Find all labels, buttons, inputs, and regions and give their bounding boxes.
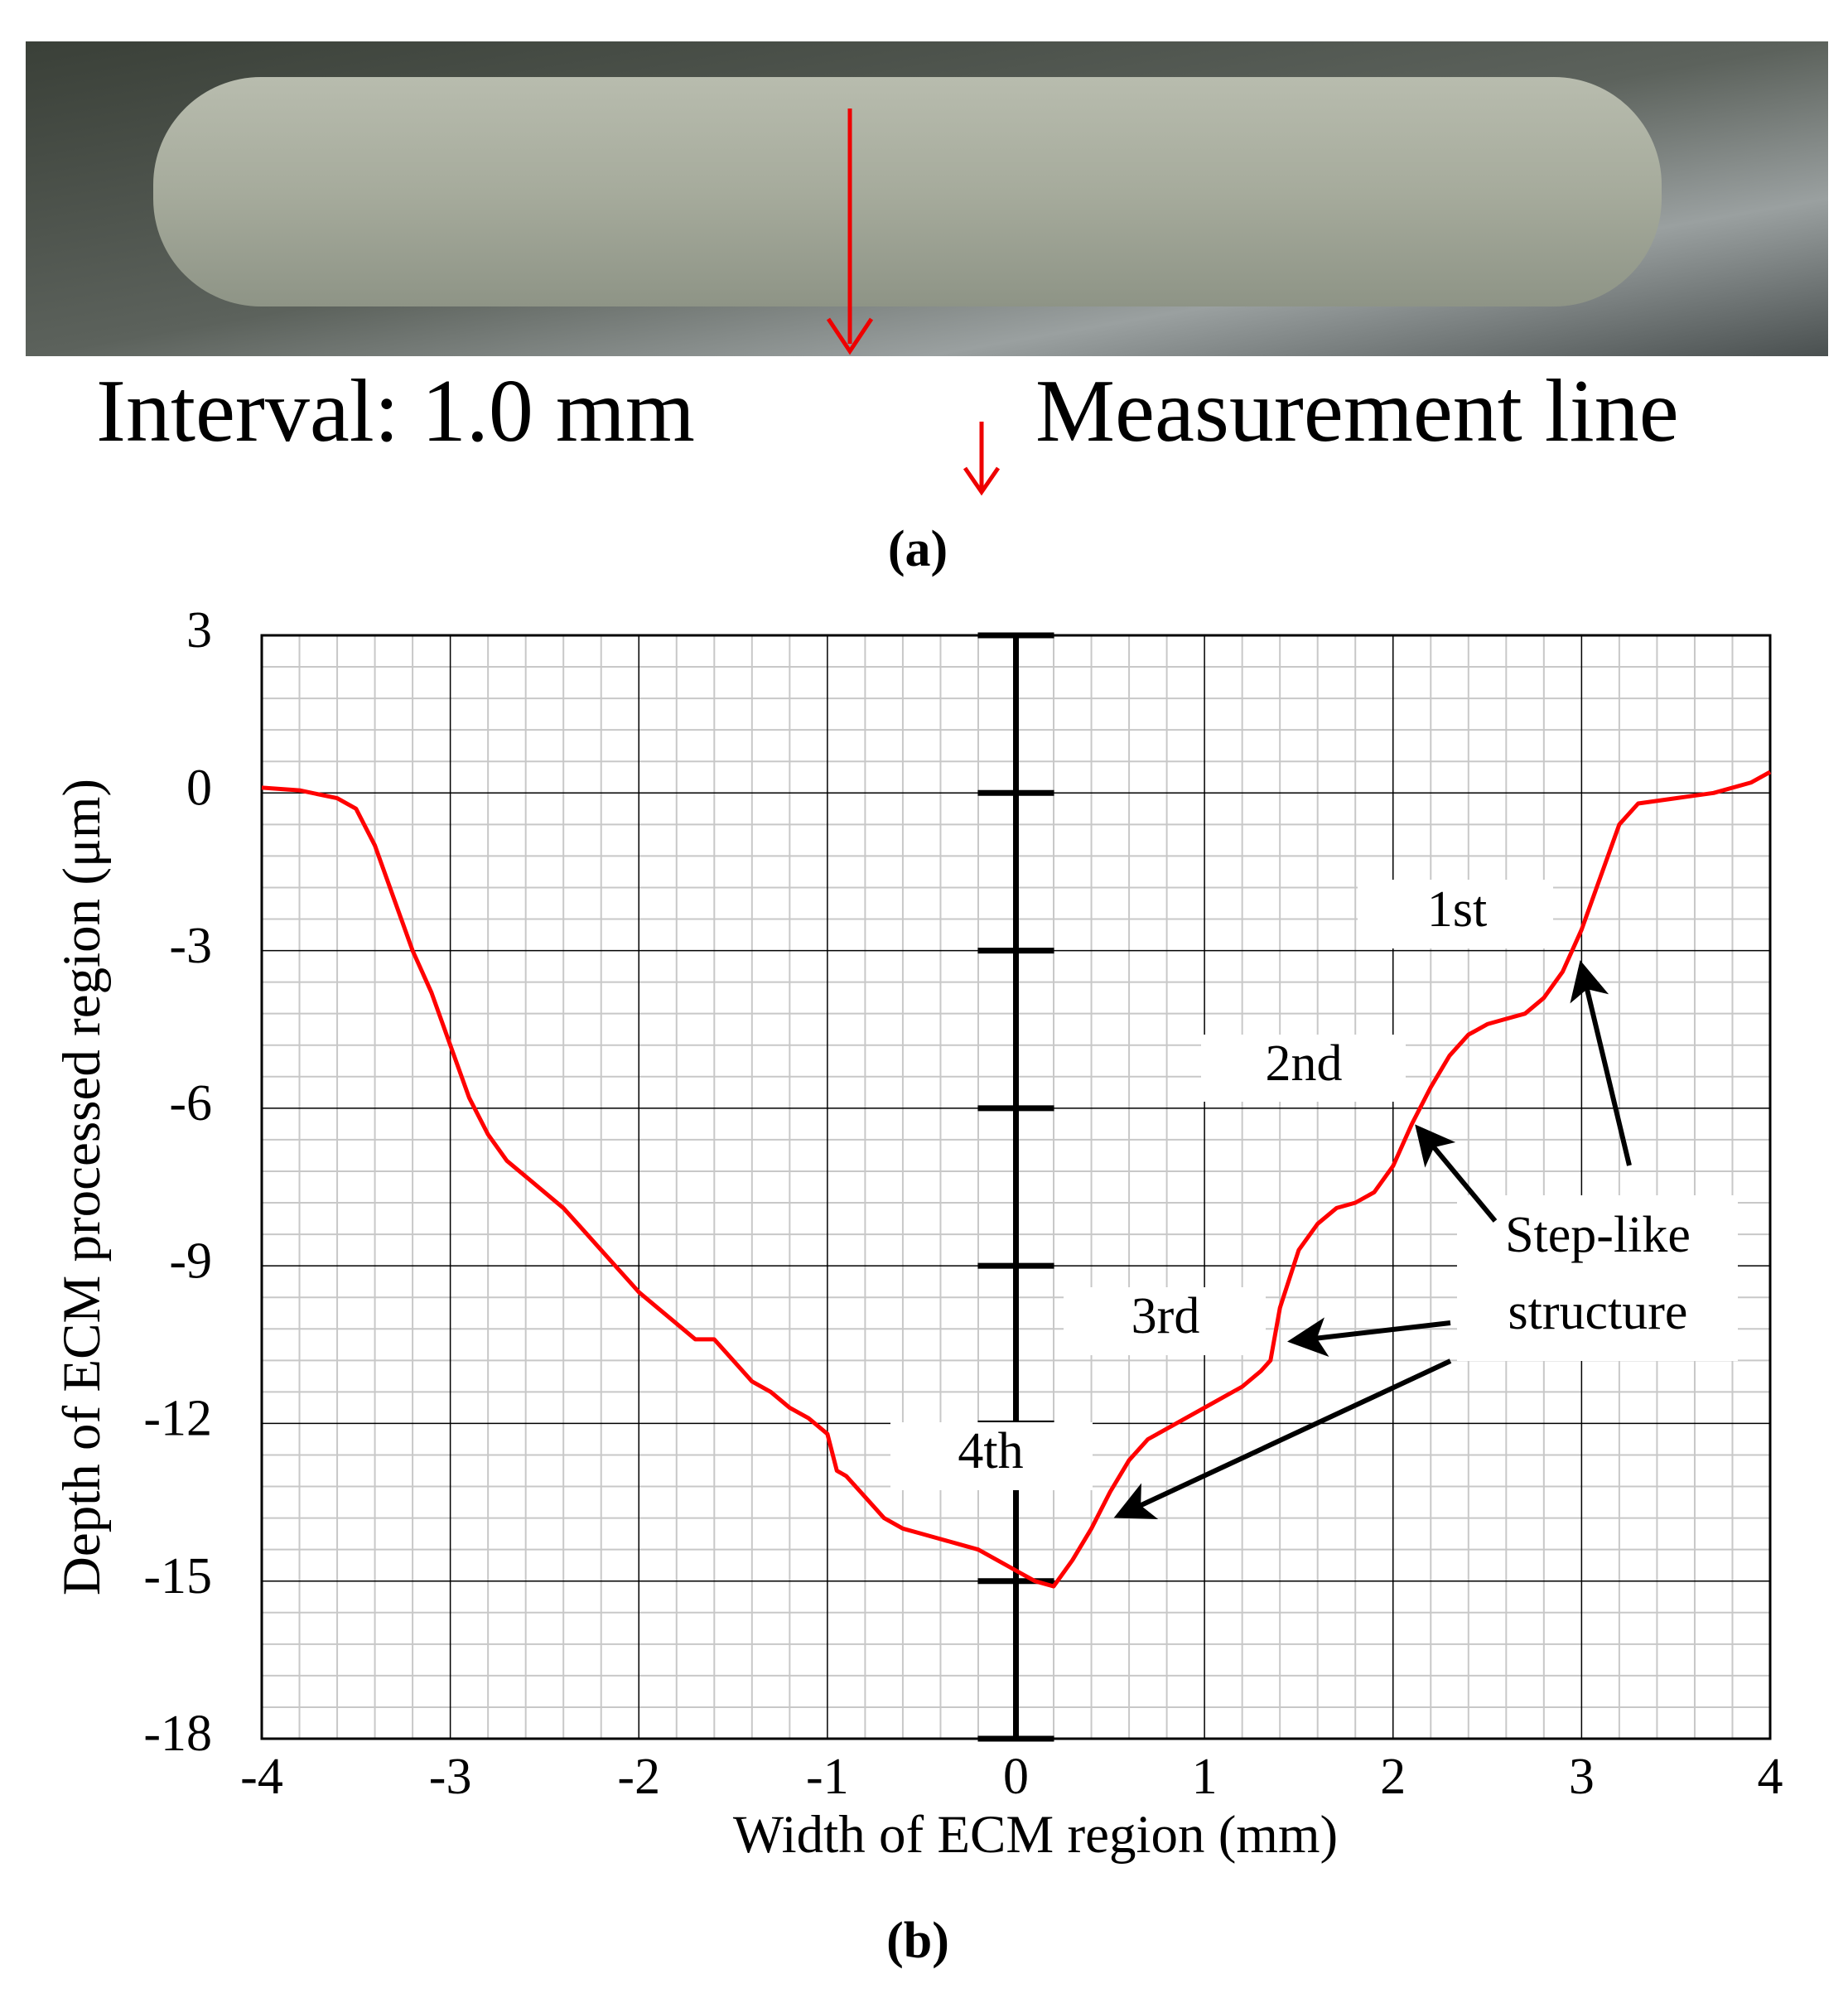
annotation-label: 2nd	[1266, 1035, 1343, 1092]
callout-arrow	[1287, 1317, 1451, 1358]
annotation-box	[890, 1422, 1093, 1490]
x-axis-title: Width of ECM region (mm)	[733, 1805, 1338, 1865]
legend-arrow-head	[963, 466, 1001, 496]
plot: -4 -3 -2 -1 0 1 2 3 4 -18 -15 -12 -9 -6 -3 0 3	[143, 602, 1783, 1805]
x-tick-label: 0	[1003, 1749, 1029, 1805]
x-tick-label: -2	[617, 1749, 660, 1805]
x-tick-label: 1	[1192, 1749, 1218, 1805]
y-tick-label: 3	[186, 602, 212, 659]
x-tick-label: 4	[1758, 1749, 1783, 1805]
y-axis-title: Depth of ECM processed region (μm)	[52, 779, 112, 1595]
callout-box	[1457, 1195, 1738, 1361]
y-tick-label: 0	[186, 760, 212, 817]
y-tick-label: -15	[143, 1548, 212, 1605]
caption-b: (b)	[886, 1913, 949, 1969]
annotation-box	[1064, 1287, 1266, 1355]
legend-label: Measurement line	[1035, 362, 1679, 461]
x-tick-label: 3	[1569, 1749, 1595, 1805]
annotation-label: 1st	[1427, 881, 1487, 938]
x-tick-label: -3	[429, 1749, 472, 1805]
y-tick-label: -18	[143, 1706, 212, 1762]
annotation-label: 4th	[958, 1423, 1023, 1479]
y-tick-label: -3	[169, 918, 212, 974]
annotation-label: 3rd	[1131, 1288, 1200, 1344]
callout-arrow	[1113, 1358, 1452, 1520]
y-tick-label: -12	[143, 1391, 212, 1447]
callout-arrow	[1570, 960, 1632, 1166]
x-tick-label: 2	[1380, 1749, 1406, 1805]
measurement-arrow-head	[826, 317, 874, 355]
caption-a: (a)	[888, 521, 948, 577]
annotations: 1st 2nd 3rd 4th Step-like structure	[890, 880, 1738, 1520]
y-tick-label: -9	[169, 1233, 212, 1289]
y-tick-label: -6	[169, 1075, 212, 1132]
annotation-box	[1201, 1035, 1406, 1102]
data-line	[261, 770, 1772, 1589]
callout-label: Step-like	[1505, 1207, 1691, 1263]
photo-track	[153, 77, 1662, 306]
annotation-box	[1358, 880, 1553, 948]
x-tick-label: -4	[240, 1749, 283, 1805]
x-tick-label: -1	[806, 1749, 849, 1805]
callout-label: structure	[1508, 1284, 1688, 1340]
callout-arrow	[1415, 1124, 1498, 1223]
interval-label: Interval: 1.0 mm	[96, 362, 695, 461]
